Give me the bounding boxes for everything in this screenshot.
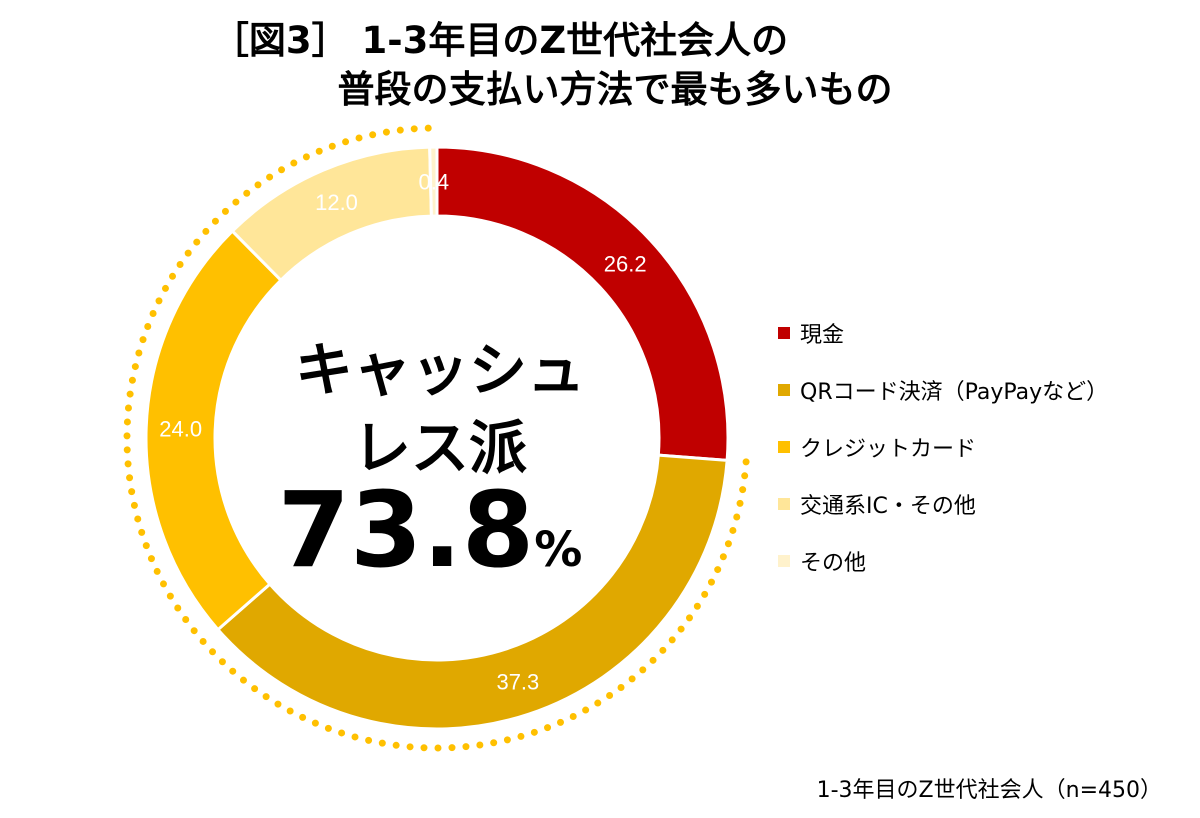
- center-label-line2: レス派: [352, 414, 527, 482]
- center-percentage-value: 73.8: [277, 469, 535, 591]
- sample-note: 1-3年目のZ世代社会人（n=450）: [816, 778, 1162, 803]
- legend-swatch: [778, 554, 790, 567]
- slice-value-label-qr: 37.3: [496, 669, 539, 694]
- legend-item-transit: 交通系IC・その他: [778, 475, 1108, 532]
- donut-slice-qr: [215, 453, 729, 731]
- legend-label: 交通系IC・その他: [800, 493, 976, 519]
- legend-item-qr: QRコード決済（PayPayなど）: [778, 361, 1108, 418]
- center-percentage: 73.8%: [0, 469, 860, 591]
- legend-label: クレジットカード: [800, 436, 977, 462]
- slice-value-label-credit: 24.0: [159, 417, 202, 442]
- legend-label: 現金: [800, 322, 845, 348]
- center-label-line1: キャッシュ: [294, 336, 585, 404]
- center-percentage-unit: %: [534, 522, 583, 578]
- donut-slice-other: [428, 145, 439, 218]
- legend-swatch: [778, 383, 790, 396]
- cashless-dotted-outline: [123, 124, 750, 752]
- legend-swatch: [778, 440, 790, 453]
- legend-swatch: [778, 326, 790, 339]
- legend-item-credit: クレジットカード: [778, 418, 1108, 475]
- slice-value-label-cash: 26.2: [604, 252, 647, 277]
- slice-value-label-transit: 12.0: [315, 190, 358, 215]
- legend-label: その他: [800, 550, 867, 576]
- legend-label: QRコード決済（PayPayなど）: [800, 379, 1109, 405]
- legend-swatch: [778, 497, 790, 510]
- legend-item-cash: 現金: [778, 304, 1108, 361]
- chart-title-line1: ［図3］ 1-3年目のZ世代社会人の: [211, 19, 789, 62]
- slice-value-label-other: 0.4: [418, 170, 449, 195]
- chart-title-line2: 普段の支払い方法で最も多いもの: [337, 68, 893, 111]
- legend-item-other: その他: [778, 532, 1108, 589]
- chart-legend: 現金 QRコード決済（PayPayなど） クレジットカード 交通系IC・その他 …: [778, 304, 1108, 589]
